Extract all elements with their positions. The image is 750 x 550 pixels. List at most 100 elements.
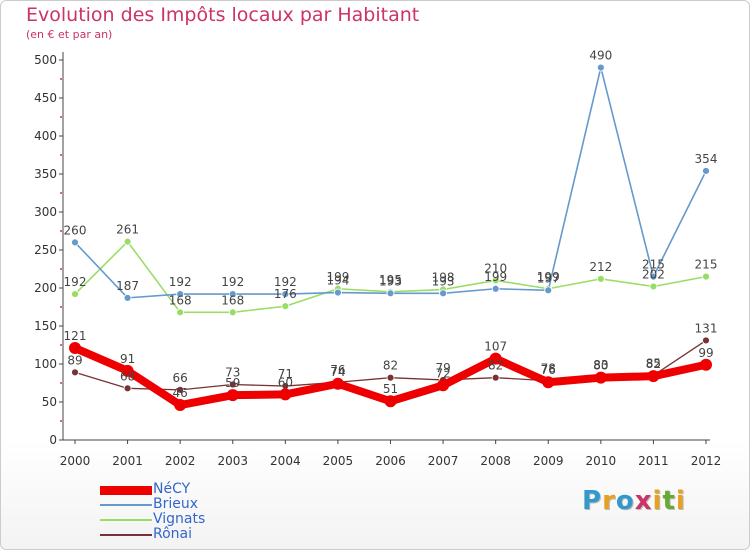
data-label: 59 (225, 376, 240, 390)
data-point (594, 371, 607, 384)
data-point (647, 370, 660, 383)
data-point (386, 289, 395, 298)
proxiti-logo: Proxiti (582, 486, 686, 516)
data-point (176, 385, 185, 394)
data-point (544, 286, 553, 295)
data-point (71, 368, 79, 377)
data-point (228, 380, 237, 389)
data-label: 212 (589, 260, 612, 274)
data-label: 89 (67, 353, 82, 367)
axes: 0 50 100 150 200 250 300 350 400 450 500 2000 2001 20… (34, 52, 721, 468)
data-point (649, 272, 658, 281)
data-label: 82 (646, 357, 661, 371)
y-tick-label: 0 (49, 433, 57, 447)
y-minor-tick (60, 230, 62, 232)
data-label: 79 (435, 361, 450, 375)
data-label: 85 (646, 356, 661, 370)
data-label: 215 (695, 258, 718, 272)
data-label: 192 (64, 275, 87, 289)
data-label: 194 (326, 274, 349, 288)
x-tick-label: 2002 (165, 454, 196, 468)
data-point (279, 388, 292, 401)
data-point (596, 63, 605, 72)
chart-subtitle: (en € et par an) (26, 28, 113, 41)
data-point (281, 290, 290, 298)
series-Vignats (71, 237, 710, 317)
data-label: 51 (383, 382, 398, 396)
logo-letter: t (662, 486, 676, 516)
y-minor-tick (60, 268, 62, 270)
data-label: 168 (221, 293, 244, 307)
data-label: 131 (695, 321, 718, 335)
data-point (281, 302, 290, 311)
data-label: 192 (221, 275, 244, 289)
data-label: 121 (64, 329, 87, 343)
y-tick-label: 450 (34, 91, 57, 105)
data-label: 60 (278, 375, 293, 389)
data-point (71, 238, 79, 247)
data-label: 199 (484, 270, 507, 284)
data-label: 215 (642, 258, 665, 272)
data-label: 210 (484, 261, 507, 275)
data-point (123, 237, 132, 246)
data-label: 260 (64, 223, 87, 237)
data-label: 490 (589, 49, 612, 63)
y-minor-tick (60, 116, 62, 118)
data-label: 199 (326, 270, 349, 284)
data-label: 187 (116, 279, 139, 293)
legend-label: NéCY (153, 481, 191, 497)
x-tick-label: 2000 (60, 454, 91, 468)
data-label: 176 (274, 287, 297, 301)
series-NéCY (69, 342, 712, 412)
data-label: 83 (593, 358, 608, 372)
data-point (702, 167, 710, 175)
legend-swatch (100, 519, 152, 521)
data-label: 192 (274, 275, 297, 289)
data-label: 202 (642, 267, 665, 281)
data-label: 46 (173, 386, 188, 400)
data-point (228, 308, 237, 317)
y-minor-tick (60, 192, 62, 194)
logo-letter: P (582, 486, 603, 516)
data-point (542, 376, 555, 389)
data-point (489, 352, 502, 365)
data-point (228, 290, 237, 298)
x-tick-label: 2001 (112, 454, 143, 468)
x-tick-label: 2012 (691, 454, 722, 468)
y-tick-label: 350 (34, 167, 57, 181)
chart-title: Evolution des Impôts locaux par Habitant (26, 4, 420, 26)
x-tick-label: 2008 (480, 454, 511, 468)
x-tick-label: 2010 (586, 454, 617, 468)
y-tick-label: 400 (34, 129, 57, 143)
data-point (702, 336, 710, 345)
y-tick-label: 100 (34, 357, 57, 371)
legend-label: Rônai (153, 526, 193, 542)
data-label: 78 (541, 362, 556, 376)
data-point (176, 290, 185, 298)
series-Brieux (71, 63, 710, 302)
y-minor-tick (60, 154, 62, 156)
data-label: 199 (537, 270, 560, 284)
legend-swatch (100, 485, 152, 495)
data-point (69, 342, 81, 355)
data-label: 82 (383, 359, 398, 373)
data-label: 82 (488, 359, 503, 373)
data-point (649, 282, 658, 291)
y-tick-label: 300 (34, 205, 57, 219)
data-label: 99 (698, 346, 713, 360)
logo-letter: i (652, 486, 663, 516)
data-label: 354 (695, 152, 718, 166)
legend-swatch (100, 504, 152, 506)
y-minor-tick (60, 382, 62, 384)
data-label: 71 (278, 367, 293, 381)
x-tick-label: 2009 (533, 454, 564, 468)
data-label: 193 (432, 274, 455, 288)
data-point (491, 284, 500, 293)
y-minor-tick (60, 344, 62, 346)
data-point (123, 384, 132, 393)
data-point (384, 395, 397, 408)
x-tick-label: 2006 (375, 454, 406, 468)
